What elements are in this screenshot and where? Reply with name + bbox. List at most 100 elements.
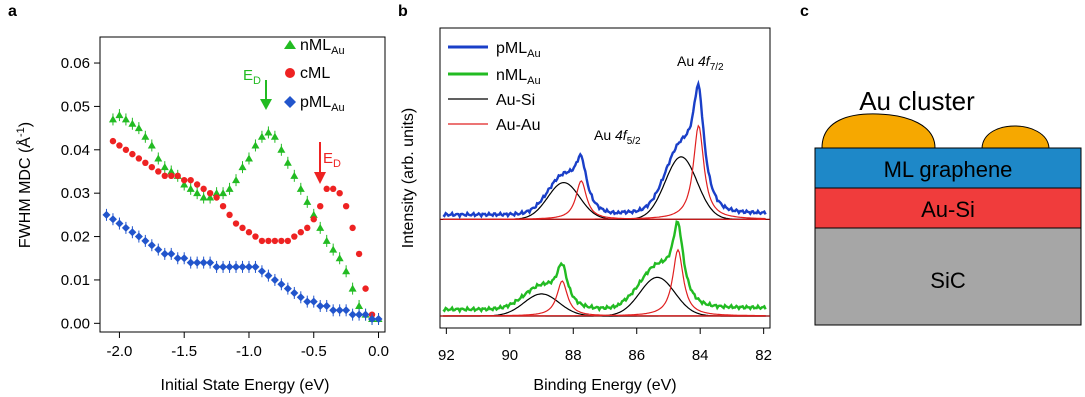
- au-cluster-small: [981, 125, 1050, 149]
- y-tick-label-a: 0.02: [61, 229, 90, 246]
- scatter-data-a: [102, 109, 383, 325]
- data-point-nml: [115, 111, 124, 119]
- data-point-nml: [212, 189, 221, 197]
- panel-a: a 0.000.010.020.030.040.050.06 -2.0 -1.5-…: [8, 3, 389, 394]
- data-point-nml: [244, 154, 253, 162]
- data-point-nml: [296, 184, 305, 192]
- data-point-nml: [329, 245, 338, 253]
- peak-label-4f72: Au 4f7/2: [677, 53, 724, 73]
- panel-letter-a: a: [8, 3, 17, 20]
- ed-label-green: ED: [243, 67, 261, 87]
- data-point-cml: [323, 185, 330, 193]
- data-point-pml: [335, 306, 344, 315]
- data-point-nml: [232, 176, 241, 184]
- data-point-pml: [115, 219, 124, 228]
- data-point-cml: [265, 237, 272, 245]
- data-point-pml: [212, 262, 221, 271]
- data-point-pml: [290, 288, 299, 297]
- component-auau-nMLAu: [443, 248, 766, 317]
- data-point-nml: [355, 301, 364, 309]
- panel-b: b 92 90 88 86 84 82 Binding Energy (eV) Inten…: [398, 3, 772, 394]
- data-point-cml: [239, 224, 246, 232]
- data-point-pml: [270, 275, 279, 284]
- data-point-pml: [283, 284, 292, 293]
- data-point-nml: [316, 223, 325, 231]
- data-point-pml: [361, 310, 370, 319]
- data-point-nml: [108, 115, 117, 123]
- data-point-nml: [251, 141, 260, 149]
- data-point-cml: [284, 237, 292, 245]
- x-tick-label-a: 0.0: [368, 343, 389, 360]
- data-point-nml: [167, 167, 176, 175]
- data-point-nml: [283, 158, 292, 166]
- data-point-cml: [232, 220, 240, 227]
- data-point-pml: [141, 236, 150, 245]
- data-point-cml: [155, 168, 162, 175]
- data-point-pml: [134, 232, 143, 241]
- data-point-nml: [186, 184, 195, 192]
- data-point-nml: [264, 128, 273, 136]
- plot-b-frame: [439, 27, 771, 329]
- data-point-nml: [193, 189, 202, 197]
- data-point-nml: [160, 163, 169, 171]
- data-point-pml: [238, 262, 247, 271]
- data-point-cml: [304, 224, 311, 232]
- data-point-cml: [135, 155, 143, 162]
- data-point-cml: [342, 202, 350, 210]
- data-point-nml: [270, 132, 279, 140]
- legend-label-b-ausi: Au-Si: [496, 92, 535, 109]
- x-axis-ticks-a: -2.0 -1.5 -1.0 -0.5 0.0: [107, 332, 389, 360]
- data-point-cml: [193, 181, 201, 188]
- data-point-nml: [206, 193, 215, 201]
- ed-annotation-green: ED: [243, 67, 272, 110]
- data-point-cml: [245, 229, 253, 236]
- data-point-pml: [147, 241, 156, 250]
- data-point-cml: [109, 137, 117, 145]
- data-point-pml: [219, 262, 228, 271]
- data-point-pml: [342, 306, 351, 315]
- x-axis-ticks-b: 92 90 88 86 84 82: [438, 328, 772, 364]
- data-point-cml: [200, 185, 207, 193]
- data-point-nml: [257, 132, 266, 140]
- data-point-nml: [199, 193, 208, 201]
- panel-letter-c: c: [800, 3, 809, 20]
- x-tick-label-a: -1.5: [171, 343, 197, 360]
- data-point-pml: [322, 301, 331, 310]
- data-point-pml: [160, 249, 169, 258]
- data-point-pml: [225, 262, 234, 271]
- x-tick-label-b: 84: [692, 347, 709, 364]
- x-tick-label-a: -0.5: [301, 343, 327, 360]
- legend-label-nml: nMLAu: [300, 37, 345, 57]
- spectrum-pMLAu: [442, 79, 767, 220]
- data-point-cml: [219, 202, 227, 210]
- data-point-cml: [258, 237, 266, 245]
- data-point-pml: [173, 254, 182, 263]
- data-point-nml: [154, 154, 163, 162]
- data-point-nml: [219, 189, 228, 197]
- data-point-pml: [277, 280, 286, 289]
- panel-letter-b: b: [398, 3, 408, 20]
- au-cluster-label: Au cluster: [859, 86, 975, 116]
- data-point-cml: [310, 216, 317, 223]
- data-point-nml: [342, 267, 351, 275]
- y-tick-label-a: 0.05: [61, 98, 90, 115]
- legend-label-pml: pMLAu: [300, 94, 345, 114]
- plot-a-frame: [99, 36, 386, 333]
- data-point-cml: [291, 233, 298, 240]
- data-point-cml: [161, 172, 168, 180]
- layer-sic: [814, 227, 1082, 326]
- y-tick-label-a: 0.00: [61, 315, 90, 332]
- data-point-cml: [122, 146, 130, 153]
- layer-au-si-label: Au-Si: [921, 197, 975, 222]
- data-point-nml: [128, 119, 137, 127]
- data-point-pml: [329, 306, 338, 315]
- data-point-cml: [271, 237, 279, 245]
- data-point-cml: [187, 176, 194, 184]
- data-point-pml: [128, 228, 137, 237]
- spectrum-nMLAu: [442, 220, 767, 314]
- data-point-cml: [181, 176, 188, 184]
- legend-a: nMLAu cML pMLAu: [284, 37, 345, 114]
- data-point-pml: [108, 215, 117, 224]
- data-point-nml: [303, 197, 312, 205]
